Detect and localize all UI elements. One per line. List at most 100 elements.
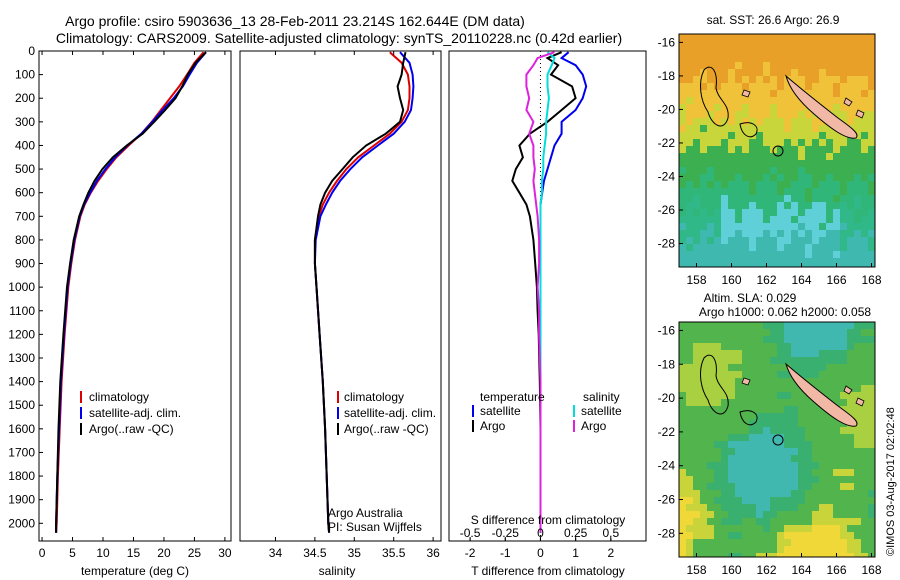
sla-map-field-cell: [735, 406, 742, 413]
sla-map-field-cell: [728, 364, 735, 371]
sla-map-field-cell: [742, 364, 749, 371]
sst-map-field-cell: [784, 223, 791, 230]
sla-map-field-cell: [679, 476, 686, 483]
sla-map-field-cell: [686, 469, 693, 476]
sla-map-field-cell: [770, 518, 777, 525]
sla-map-field-cell: [854, 434, 861, 441]
sla-map-field-cell: [700, 441, 707, 448]
sst-map-field-cell: [868, 118, 875, 125]
sst-map-field-cell: [679, 216, 686, 223]
sst-map-field-cell: [812, 188, 819, 195]
sst-coastline: [700, 66, 784, 157]
sla-map-field-cell: [770, 532, 777, 539]
sla-map-field-cell: [854, 441, 861, 448]
temperature-series-argo-raw-qc: [55, 51, 207, 533]
sla-map-field-cell: [854, 364, 861, 371]
sst-map-field-cell: [728, 209, 735, 216]
sst-map-field-cell: [819, 258, 826, 265]
sst-map-field-cell: [735, 223, 742, 230]
sst-map-field-cell: [770, 55, 777, 62]
sst-map-field-cell: [861, 244, 868, 251]
sst-map-field-cell: [840, 90, 847, 97]
sla-map-field-cell: [756, 350, 763, 357]
sst-map-field-cell: [693, 118, 700, 125]
sla-map-field-cell: [728, 413, 735, 420]
sla-map-field-cell: [700, 336, 707, 343]
sla-map-field-cell: [707, 420, 714, 427]
sla-map-field-cell: [700, 378, 707, 385]
sst-map-field-cell: [721, 125, 728, 132]
sla-map-field-cell: [735, 371, 742, 378]
sst-map-field-cell: [805, 195, 812, 202]
sst-map-field-cell: [770, 160, 777, 167]
sst-map-field-cell: [707, 41, 714, 48]
sst-map-field-cell: [742, 97, 749, 104]
sla-map-field-cell: [861, 553, 868, 557]
sla-map-field-cell: [770, 490, 777, 497]
sst-map-field-cell: [756, 125, 763, 132]
sst-map-field-cell: [714, 83, 721, 90]
sst-map-field-cell: [728, 62, 735, 69]
sst-map-field-cell: [735, 62, 742, 69]
sla-map-field-cell: [735, 392, 742, 399]
sla-map-field-cell: [679, 532, 686, 539]
sla-map-field-cell: [721, 343, 728, 350]
sst-map-field-cell: [714, 104, 721, 111]
sla-map-field-cell: [742, 322, 749, 329]
sla-map-field-cell: [805, 490, 812, 497]
sst-map-field-cell: [728, 188, 735, 195]
sst-map-field-cell: [770, 132, 777, 139]
sla-map-field-cell: [847, 525, 854, 532]
sla-map-field-cell: [840, 448, 847, 455]
sst-map-field-cell: [812, 258, 819, 265]
sst-map-field-cell: [735, 111, 742, 118]
sla-map-field-cell: [833, 455, 840, 462]
sla-map-field-cell: [763, 476, 770, 483]
sst-map-field-cell: [749, 258, 756, 265]
sla-map-field-cell: [728, 546, 735, 553]
sst-map-field-cell: [868, 181, 875, 188]
sla-map-field-cell: [693, 469, 700, 476]
sst-map-field-cell: [742, 244, 749, 251]
sla-map-field-cell: [749, 490, 756, 497]
sst-map-field-cell: [700, 174, 707, 181]
sla-map-field-cell: [749, 329, 756, 336]
sst-map-field-cell: [742, 111, 749, 118]
new-caledonia-island: [785, 74, 858, 139]
sla-map-field-cell: [721, 469, 728, 476]
sla-map-field-cell: [805, 329, 812, 336]
sst-map-field-cell: [721, 230, 728, 237]
sla-map-field-cell: [798, 511, 805, 518]
sla-map-field-cell: [714, 483, 721, 490]
sst-map-field-cell: [840, 167, 847, 174]
sla-map-field-cell: [700, 413, 707, 420]
sst-map-field-cell: [742, 174, 749, 181]
sst-map-field-cell: [784, 69, 791, 76]
temperature-ytick-label: 1100: [9, 304, 35, 318]
loyalty-island-2: [855, 109, 865, 119]
sst-map-field-cell: [693, 104, 700, 111]
sst-map-field-cell: [798, 237, 805, 244]
sla-map-field-cell: [763, 455, 770, 462]
sst-map-field-cell: [819, 153, 826, 160]
sla-map-field-cell: [707, 504, 714, 511]
sla-map-field-cell: [679, 399, 686, 406]
sst-map-field-cell: [784, 104, 791, 111]
sla-map-field-cell: [714, 518, 721, 525]
sst-map-field-cell: [847, 258, 854, 265]
sst-map-field-cell: [861, 146, 868, 153]
sst-map-field-cell: [784, 153, 791, 160]
sst-map-field-cell: [707, 181, 714, 188]
sst-map-field-cell: [819, 223, 826, 230]
sst-map-field-cell: [707, 48, 714, 55]
sst-map-field-cell: [826, 237, 833, 244]
sst-map-field-cell: [805, 146, 812, 153]
sla-map-field-cell: [847, 476, 854, 483]
sla-map-field-cell: [756, 406, 763, 413]
sla-map-field-cell: [707, 329, 714, 336]
sst-map-field-cell: [735, 237, 742, 244]
sla-map-field-cell: [770, 371, 777, 378]
sst-map-field-cell: [679, 97, 686, 104]
sla-map-field-cell: [728, 371, 735, 378]
